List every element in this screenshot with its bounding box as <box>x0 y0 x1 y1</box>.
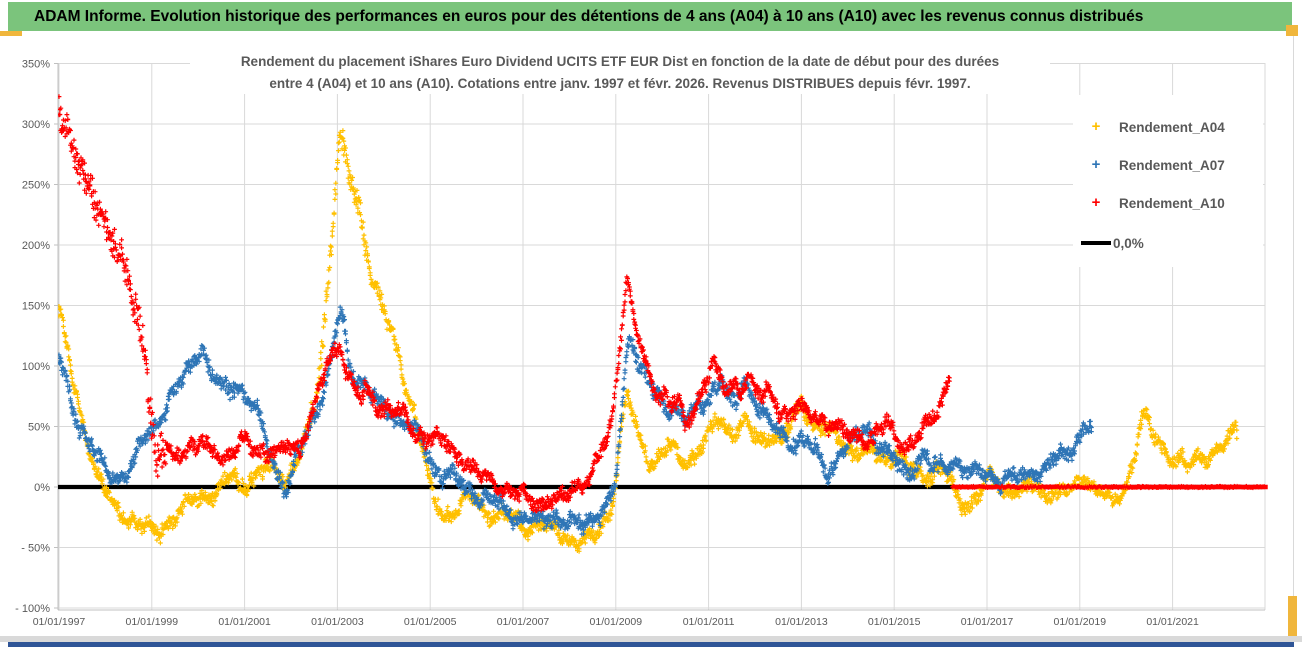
legend-plus-marker-icon: + <box>1091 194 1101 211</box>
x-axis-tick-label: 01/01/2007 <box>497 616 550 628</box>
x-axis-tick-label: 01/01/2021 <box>1146 616 1199 628</box>
x-axis-tick-label: 01/01/2013 <box>775 616 828 628</box>
legend-label: Rendement_A10 <box>1119 195 1225 211</box>
scatter-series-rendement_a04 <box>58 128 1240 554</box>
y-axis-tick-label: - 100% <box>15 603 50 615</box>
y-axis-tick-label: 50% <box>28 422 50 434</box>
a10-zero-segment-markers <box>950 483 1265 491</box>
chart-title: Rendement du placement iShares Euro Divi… <box>190 51 1050 95</box>
legend-item-rendement-a07[interactable]: + Rendement_A07 <box>1073 153 1263 177</box>
legend-plus-marker-icon: + <box>1091 156 1101 173</box>
scatter-series-rendement_a10 <box>58 94 952 514</box>
y-axis-tick-label: 350% <box>22 59 50 71</box>
x-axis-tick-label: 01/01/2019 <box>1054 616 1107 628</box>
chart-object-border <box>1293 34 1294 636</box>
x-axis-tick-label: 01/01/2001 <box>218 616 271 628</box>
x-axis-tick-label: 01/01/2003 <box>311 616 364 628</box>
x-axis-tick-label: 01/01/1999 <box>126 616 179 628</box>
y-axis-tick-label: 250% <box>22 180 50 192</box>
chart-title-line1: Rendement du placement iShares Euro Divi… <box>240 54 1000 69</box>
legend-plus-marker-icon: + <box>1091 118 1101 135</box>
legend-item-rendement-a10[interactable]: + Rendement_A10 <box>1073 191 1263 215</box>
legend-label: Rendement_A07 <box>1119 157 1225 173</box>
y-axis-tick-label: - 50% <box>21 543 50 555</box>
gold-corner-top-left <box>0 31 22 36</box>
y-axis-tick-label: 150% <box>22 301 50 313</box>
legend-label: 0,0% <box>1113 235 1144 251</box>
footer-scrollbar[interactable] <box>8 642 1294 647</box>
legend-label: Rendement_A04 <box>1119 119 1225 135</box>
gold-corner-bottom-right <box>1288 596 1297 641</box>
x-axis-tick-label: 01/01/1997 <box>33 616 86 628</box>
y-axis-tick-label: 200% <box>22 240 50 252</box>
x-axis-tick-label: 01/01/2017 <box>961 616 1014 628</box>
chart-title-line2: entre 4 (A04) et 10 ans (A10). Cotations… <box>269 75 971 91</box>
x-axis-tick-label: 01/01/2009 <box>590 616 643 628</box>
x-axis-tick-label: 01/01/2005 <box>404 616 457 628</box>
x-axis-tick-label: 01/01/2015 <box>868 616 921 628</box>
y-axis-tick-label: 0% <box>34 482 50 494</box>
y-axis-tick-label: 100% <box>22 361 50 373</box>
banner-title: ADAM Informe. Evolution historique des p… <box>8 2 1292 31</box>
legend-item-0-0-[interactable]: 0,0% <box>1073 231 1263 255</box>
x-axis-tick-label: 01/01/2011 <box>683 616 735 628</box>
y-axis-tick-label: 300% <box>22 119 50 131</box>
legend-line-marker-icon <box>1081 241 1111 245</box>
gold-corner-top-right <box>1286 25 1298 36</box>
legend-item-rendement-a04[interactable]: + Rendement_A04 <box>1073 115 1263 139</box>
footer-gray-strip <box>0 636 1302 642</box>
chart-legend[interactable]: + Rendement_A04 + Rendement_A07 + Rendement_A… <box>1073 95 1263 267</box>
